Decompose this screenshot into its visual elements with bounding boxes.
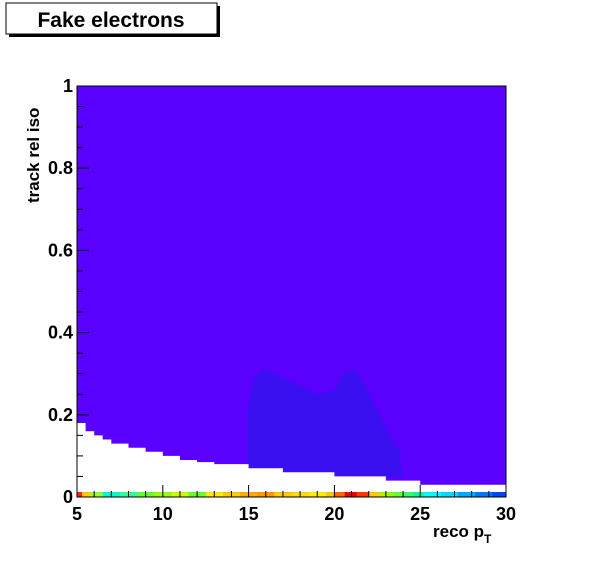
- x-tick-label: 10: [153, 504, 173, 524]
- y-axis: 0 0.2 0.4 0.6 0.8 1: [48, 76, 89, 507]
- heatmap-cell: [413, 492, 424, 497]
- title-box-frame: [5, 2, 218, 35]
- x-axis-title-subscript: T: [484, 532, 492, 546]
- x-tick-label: 20: [324, 504, 344, 524]
- heatmap-cell: [380, 492, 393, 497]
- heatmap-cell: [325, 492, 335, 497]
- y-tick-label: 0.8: [48, 158, 73, 178]
- y-tick-label: 0.4: [48, 323, 73, 343]
- heatmap-cell: [344, 492, 357, 497]
- heatmap-cell: [475, 492, 493, 497]
- heatmap-cell: [492, 492, 507, 497]
- heatmap-cell: [368, 492, 381, 497]
- x-axis-title-main: reco p: [433, 522, 484, 541]
- y-tick-label: 0.6: [48, 240, 73, 260]
- y-tick-label: 0: [63, 487, 73, 507]
- x-tick-label: 5: [72, 504, 82, 524]
- heatmap-cell: [334, 492, 345, 497]
- chart-title: Fake electrons: [37, 9, 184, 32]
- x-tick-label: 25: [410, 504, 430, 524]
- heatmap-cell: [82, 492, 91, 497]
- x-axis-title: reco pT: [433, 522, 492, 546]
- plot-area: [76, 85, 507, 498]
- y-tick-label: 1: [63, 76, 73, 96]
- heatmap-cell: [440, 492, 459, 497]
- heatmap-bottom-row: [77, 492, 507, 497]
- heatmap-cell: [77, 492, 83, 497]
- title-box: Fake electrons: [5, 2, 220, 37]
- heatmap-dense-region: [246, 369, 403, 477]
- heatmap-empty-region: [77, 423, 506, 493]
- x-tick-label: 15: [239, 504, 259, 524]
- heatmap-cell: [90, 492, 103, 497]
- x-axis: 5 10 15 20 25 30: [72, 485, 516, 524]
- heatmap-cell: [392, 492, 404, 497]
- x-tick-label: 30: [496, 504, 516, 524]
- heatmap-cell: [458, 492, 476, 497]
- heatmap-cell: [403, 492, 414, 497]
- heatmap-cell: [356, 492, 369, 497]
- y-tick-label: 0.2: [48, 405, 73, 425]
- y-axis-title: track rel iso: [24, 108, 43, 203]
- heatmap-cell: [423, 492, 442, 497]
